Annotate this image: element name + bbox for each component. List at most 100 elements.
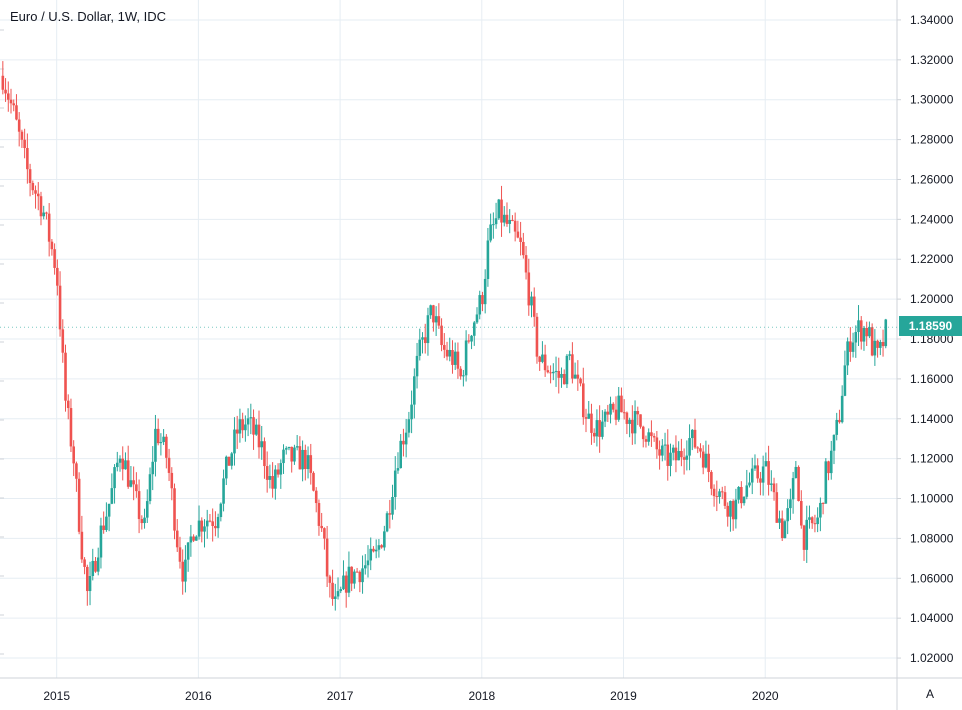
candle-body: [650, 432, 653, 437]
candle-body: [257, 424, 261, 448]
candle-body: [723, 492, 727, 506]
candle-body: [244, 424, 247, 431]
candle-body: [148, 474, 152, 502]
candle-body: [143, 517, 146, 524]
candle-body: [200, 520, 204, 532]
candle-body: [587, 413, 591, 419]
candle-body: [443, 345, 446, 350]
candle-body: [167, 457, 171, 473]
auto-scale-button[interactable]: A: [925, 687, 934, 701]
candle-body: [671, 447, 675, 453]
candle-body: [731, 500, 735, 520]
candle-body: [181, 561, 184, 582]
candle-body: [478, 295, 482, 315]
y-tick-label: 1.16000: [910, 372, 954, 386]
y-tick-label: 1.10000: [910, 492, 954, 506]
candle-body: [489, 224, 492, 241]
candle-body: [4, 89, 7, 94]
candle-body: [690, 429, 694, 439]
candle-body: [742, 496, 746, 504]
candle-body: [369, 548, 373, 561]
candle-body: [325, 538, 329, 577]
last-price-tag: 1.18590: [899, 316, 962, 336]
candle-body: [118, 458, 122, 463]
candle-body: [464, 340, 468, 376]
candle-body: [590, 413, 593, 433]
candle-body: [857, 320, 860, 333]
candle-body: [699, 448, 702, 452]
candle-body: [456, 351, 460, 369]
candle-body: [314, 490, 318, 504]
y-tick-label: 1.32000: [910, 53, 954, 67]
candle-body: [145, 501, 149, 518]
candle-body: [756, 465, 759, 479]
candle-body: [58, 285, 62, 330]
candle-body: [530, 296, 533, 306]
candle-body: [658, 449, 661, 456]
candle-body: [186, 542, 190, 560]
candle-body: [309, 455, 313, 473]
candle-body: [426, 315, 430, 344]
candle-body: [404, 432, 408, 445]
candle-body: [175, 530, 179, 548]
candle-body: [508, 220, 512, 224]
candle-body: [374, 549, 378, 552]
candle-body: [511, 220, 514, 222]
candle-body: [423, 337, 427, 344]
candle-body: [584, 417, 588, 419]
y-tick-label: 1.26000: [910, 172, 954, 186]
candle-body: [843, 365, 847, 396]
candle-body: [628, 419, 631, 424]
candle-body: [631, 419, 634, 434]
candle-body: [214, 526, 217, 529]
candle-body: [644, 439, 648, 442]
candle-body: [873, 340, 877, 356]
candle-body: [573, 374, 577, 379]
candle-body: [786, 508, 789, 522]
candle-body: [581, 383, 585, 418]
candle-body: [320, 525, 323, 529]
candle-body: [1, 75, 5, 90]
candle-body: [184, 559, 187, 582]
candle-body: [527, 272, 531, 306]
candle-body: [663, 444, 667, 446]
candle-body: [513, 220, 517, 232]
candle-body: [598, 420, 601, 437]
candle-body: [470, 335, 473, 342]
candle-body: [688, 438, 691, 456]
candle-body: [88, 575, 92, 592]
x-tick-label: 2017: [327, 689, 354, 703]
candle-body: [75, 463, 78, 479]
candle-body: [39, 196, 43, 217]
candle-body: [862, 327, 866, 342]
candle-body: [472, 322, 476, 336]
candle-body: [328, 576, 332, 583]
candle-body: [483, 278, 487, 305]
candle-body: [290, 446, 293, 462]
candle-body: [808, 517, 811, 520]
candle-body: [816, 517, 819, 525]
candle-body: [129, 480, 133, 487]
candle-body: [865, 327, 868, 337]
candle-body: [494, 218, 498, 225]
candle-body: [797, 466, 800, 501]
candle-body: [549, 372, 552, 374]
y-tick-label: 1.06000: [910, 571, 954, 585]
candle-body: [486, 240, 490, 279]
candle-body: [633, 411, 637, 434]
y-tick-label: 1.28000: [910, 133, 954, 147]
candle-body: [745, 485, 749, 497]
candle-body: [203, 526, 206, 532]
candle-body: [884, 319, 888, 347]
candle-body: [124, 460, 127, 470]
candle-body: [592, 432, 596, 437]
candle-body: [652, 436, 656, 438]
candle-body: [34, 190, 37, 194]
candle-body: [28, 169, 32, 183]
candle-body: [137, 491, 141, 520]
candle-body: [56, 267, 59, 286]
y-tick-label: 1.20000: [910, 292, 954, 306]
candle-body: [552, 371, 555, 374]
candle-body: [789, 499, 792, 509]
